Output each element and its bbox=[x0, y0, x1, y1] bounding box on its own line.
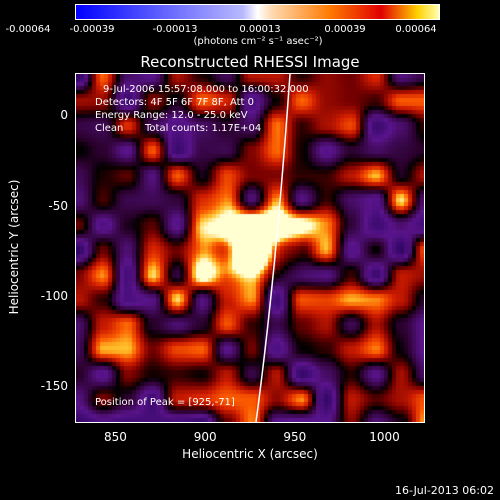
rhessi-image-map bbox=[76, 74, 424, 422]
timestamp: 16-Jul-2013 06:02 bbox=[394, 484, 494, 497]
colorbar bbox=[75, 4, 440, 20]
solar-limb bbox=[255, 74, 291, 422]
y-tick-label: -150 bbox=[40, 378, 68, 393]
counts-annotation: Total counts: 1.17E+04 bbox=[145, 123, 262, 134]
peak-annotation: Position of Peak = [925,-71] bbox=[95, 397, 235, 408]
x-tick-label: 900 bbox=[193, 430, 217, 444]
colorbar-tick-label: -0.00039 bbox=[69, 24, 115, 35]
chart-title: Reconstructed RHESSI Image bbox=[140, 53, 360, 71]
y-tick-label: -100 bbox=[40, 288, 68, 303]
colorbar-tick-label: 0.00013 bbox=[239, 24, 281, 35]
colorbar-tick-label: -0.00064 bbox=[5, 24, 51, 35]
x-tick-label: 1000 bbox=[369, 430, 400, 444]
method-annotation: Clean bbox=[95, 123, 124, 134]
energy-annotation: Energy Range: 12.0 - 25.0 keV bbox=[95, 110, 248, 121]
plot-frame bbox=[75, 73, 425, 423]
x-axis-label: Heliocentric X (arcsec) bbox=[182, 447, 318, 461]
colorbar-units: (photons cm⁻² s⁻¹ asec⁻²) bbox=[193, 36, 323, 47]
time-annotation: 9-Jul-2006 15:57:08.000 to 16:00:32.000 bbox=[103, 84, 309, 95]
colorbar-tick-label: 0.00039 bbox=[324, 24, 366, 35]
detectors-annotation: Detectors: 4F 5F 6F 7F 8F, Att 0 bbox=[95, 97, 255, 108]
colorbar-tick-label: 0.00064 bbox=[395, 24, 437, 35]
y-tick-label: 0 bbox=[60, 108, 68, 123]
x-tick-label: 950 bbox=[283, 430, 307, 444]
y-axis-label: Heliocentric Y (arcsec) bbox=[7, 179, 21, 315]
x-tick-label: 850 bbox=[104, 430, 127, 444]
y-tick-label: -50 bbox=[48, 198, 68, 213]
colorbar-tick-label: -0.00013 bbox=[152, 24, 198, 35]
